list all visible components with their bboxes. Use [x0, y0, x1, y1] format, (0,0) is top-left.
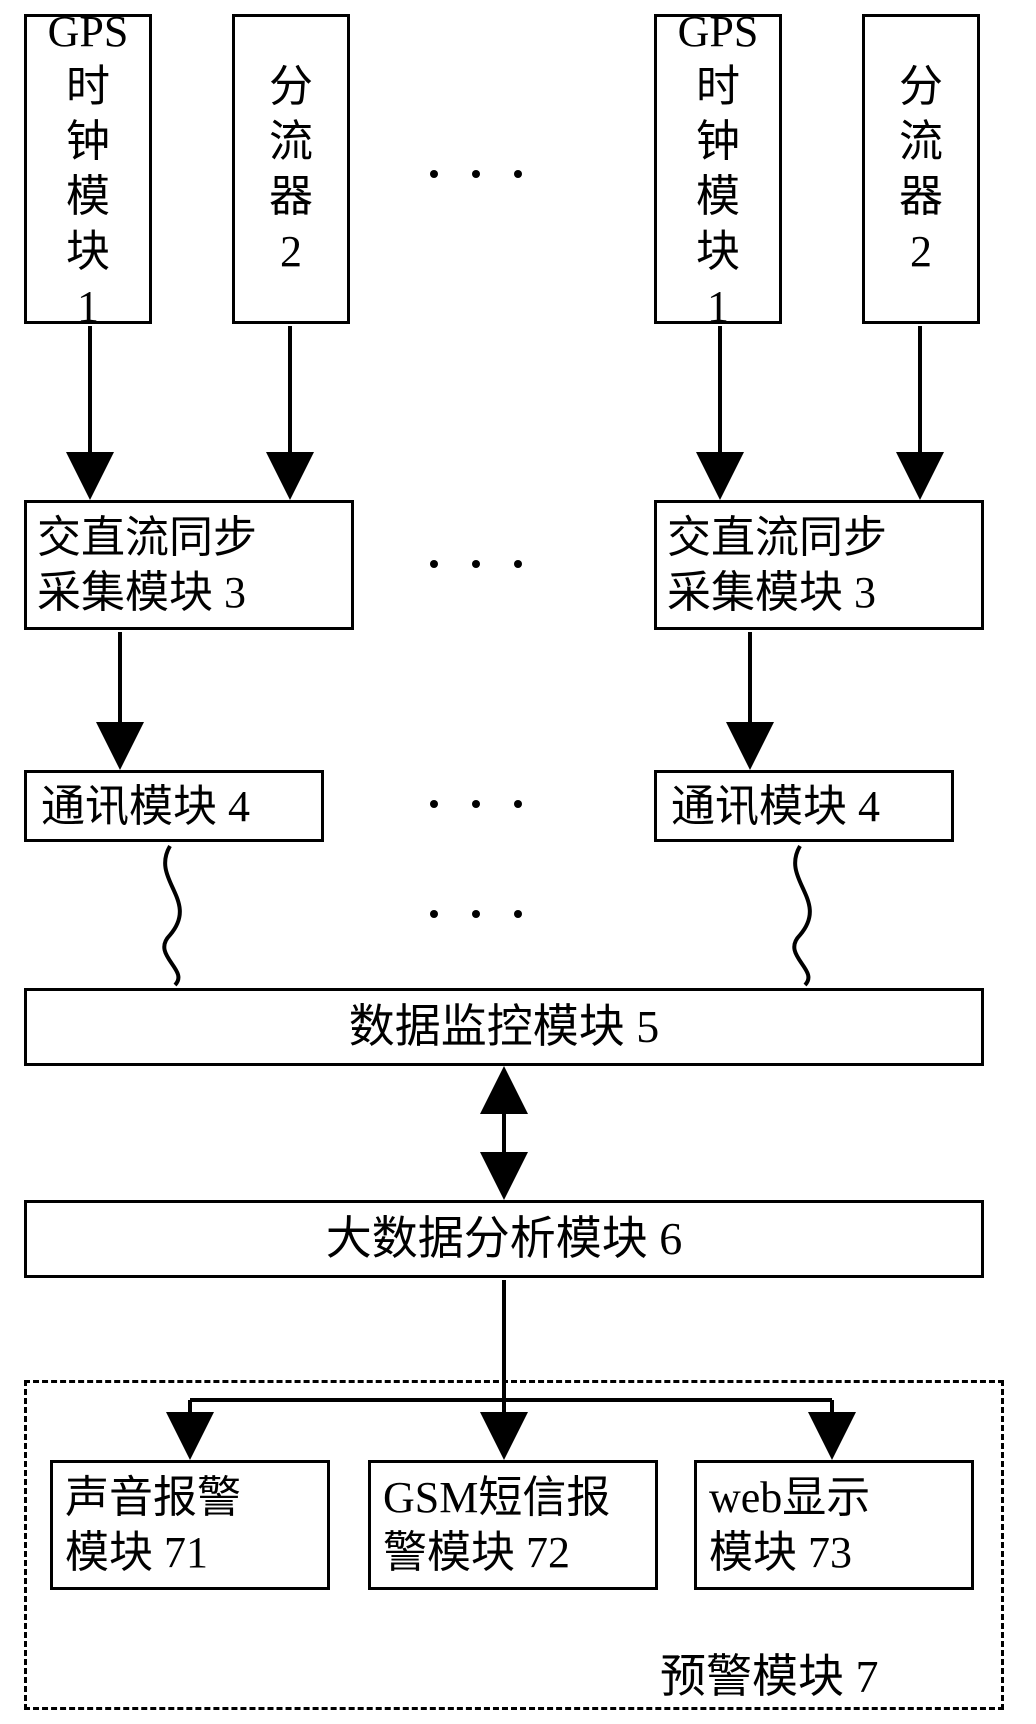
- sound-alarm-module: 声音报警 模块 71: [50, 1460, 330, 1590]
- text: 1: [707, 279, 729, 334]
- text: 采集模块 3: [37, 565, 246, 620]
- text: 器: [269, 169, 313, 224]
- text: 流: [899, 114, 943, 169]
- text: 模: [696, 169, 740, 224]
- text: GPS: [678, 4, 759, 59]
- ellipsis-row2: [430, 560, 522, 568]
- text: 钟: [696, 114, 740, 169]
- text: 模块 73: [709, 1525, 852, 1580]
- gps-clock-module-right: GPS 时 钟 模 块 1: [654, 14, 782, 324]
- text: 时: [696, 59, 740, 114]
- text: 交直流同步: [37, 510, 257, 565]
- shunt-module-right: 分 流 器 2: [862, 14, 980, 324]
- text: 分: [269, 59, 313, 114]
- comm-module-left: 通讯模块 4: [24, 770, 324, 842]
- acdc-sync-acq-module-right: 交直流同步 采集模块 3: [654, 500, 984, 630]
- text: 块: [696, 224, 740, 279]
- text: web显示: [709, 1470, 870, 1525]
- ellipsis-row4: [430, 910, 522, 918]
- text: 交直流同步: [667, 510, 887, 565]
- gps-clock-module-left: GPS 时 钟 模 块 1: [24, 14, 152, 324]
- text: GPS: [48, 4, 129, 59]
- text: 2: [280, 224, 302, 279]
- text: 警模块 72: [383, 1525, 570, 1580]
- big-data-analysis-module: 大数据分析模块 6: [24, 1200, 984, 1278]
- text: GSM短信报: [383, 1470, 610, 1525]
- shunt-module-left: 分 流 器 2: [232, 14, 350, 324]
- text: 大数据分析模块 6: [326, 1210, 683, 1268]
- text: 声音报警: [65, 1470, 241, 1525]
- text: 流: [269, 114, 313, 169]
- gsm-sms-alarm-module: GSM短信报 警模块 72: [368, 1460, 658, 1590]
- text: 块: [66, 224, 110, 279]
- text: 通讯模块 4: [671, 779, 880, 834]
- text: 采集模块 3: [667, 565, 876, 620]
- text: 数据监控模块 5: [349, 998, 660, 1056]
- ellipsis-top: [430, 170, 522, 178]
- text: 钟: [66, 114, 110, 169]
- warning-module-label: 预警模块 7: [660, 1640, 879, 1706]
- ellipsis-row3: [430, 800, 522, 808]
- data-monitor-module: 数据监控模块 5: [24, 988, 984, 1066]
- text: 器: [899, 169, 943, 224]
- text: 1: [77, 279, 99, 334]
- text: 分: [899, 59, 943, 114]
- web-display-module: web显示 模块 73: [694, 1460, 974, 1590]
- text: 模: [66, 169, 110, 224]
- acdc-sync-acq-module-left: 交直流同步 采集模块 3: [24, 500, 354, 630]
- comm-module-right: 通讯模块 4: [654, 770, 954, 842]
- text: 时: [66, 59, 110, 114]
- text: 通讯模块 4: [41, 779, 250, 834]
- text: 2: [910, 224, 932, 279]
- text: 模块 71: [65, 1525, 208, 1580]
